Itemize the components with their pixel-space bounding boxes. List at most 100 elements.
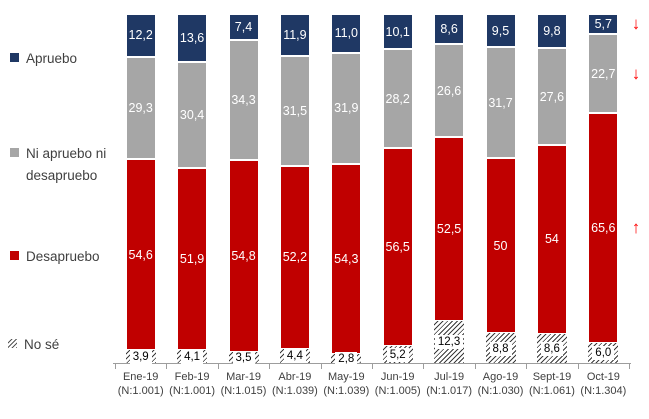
segment-value-label: 11,0	[334, 26, 358, 41]
segment-neutral: 31,5	[279, 55, 310, 166]
segment-desapruebo: 54	[536, 144, 567, 334]
legend-item-nose: No sé	[8, 334, 59, 356]
trend-arrow-desapruebo-up: ↑	[631, 218, 641, 238]
segment-neutral: 31,9	[331, 52, 362, 165]
x-axis-label-Jul-19: Jul-19 (N:1.017)	[423, 370, 474, 398]
x-axis-sample-size-label: (N:1.061)	[529, 385, 575, 397]
segment-value-label: 5,2	[386, 347, 409, 362]
x-axis-label-Abr-19: Abr-19 (N:1.039)	[269, 370, 320, 398]
x-axis-sample-size-label: (N:1.030)	[477, 385, 524, 397]
segment-value-label: 52,2	[282, 250, 308, 265]
segment-value-label: 31,7	[488, 95, 513, 110]
x-axis-label-Oct-19: Oct-19 (N:1.304)	[578, 370, 629, 398]
x-axis-tick	[372, 364, 373, 369]
legend-item-desapruebo: Desapruebo	[10, 246, 100, 268]
x-axis-category-label: Ago-19	[482, 371, 519, 383]
segment-apruebo: 9,5	[485, 14, 516, 48]
stacked-bar-Abr-19: 11,9 31,5 52,2 4,4	[279, 14, 310, 364]
segment-value-label: 26,6	[436, 83, 462, 98]
x-axis-label-Feb-19: Feb-19 (N:1.001)	[166, 370, 217, 398]
legend-label: No sé	[24, 337, 60, 352]
x-axis-sample-size-label: (N:1.304)	[580, 385, 627, 397]
segment-value-label: 34,3	[231, 92, 256, 107]
x-axis-label-Sept-19: Sept-19 (N:1.061)	[526, 370, 577, 398]
x-axis-category-label: Feb-19	[174, 371, 210, 383]
segment-neutral: 22,7	[588, 33, 619, 114]
x-axis-sample-size-label: (N:1.039)	[323, 385, 370, 397]
x-axis-label-May-19: May-19 (N:1.039)	[321, 370, 372, 398]
segment-neutral: 31,7	[485, 47, 516, 159]
stacked-bar-Ago-19: 9,5 31,7 50 8,8	[485, 14, 516, 364]
segment-nose: 8,8	[485, 333, 516, 364]
segment-value-label: 10,1	[385, 24, 410, 39]
segment-desapruebo: 50	[485, 158, 516, 334]
x-axis-tick	[115, 364, 116, 369]
segment-value-label: 2,8	[335, 352, 358, 367]
x-axis-tick	[526, 364, 528, 369]
segment-apruebo: 10,1	[382, 14, 413, 50]
segment-value-label: 54,8	[231, 248, 256, 263]
segment-value-label: 27,6	[539, 89, 565, 104]
x-axis-tick	[320, 364, 322, 369]
segment-apruebo: 12,2	[125, 14, 156, 57]
stacked-bar-Feb-19: 13,6 30,4 51,9 4,1	[177, 14, 208, 364]
segment-value-label: 52,5	[436, 222, 462, 237]
segment-neutral: 30,4	[177, 61, 208, 168]
segment-neutral: 29,3	[125, 56, 156, 160]
x-axis-category-label: Jul-19	[434, 371, 465, 383]
segment-desapruebo: 65,6	[588, 113, 619, 343]
segment-neutral: 34,3	[228, 39, 259, 160]
x-axis-tick	[577, 364, 579, 369]
segment-value-label: 8,6	[540, 341, 563, 356]
hatch-swatch-icon	[8, 339, 17, 348]
segment-neutral: 28,2	[382, 49, 413, 149]
stacked-bar-Ene-19: 12,2 29,3 54,6 3,9	[125, 14, 156, 365]
x-axis-sample-size-label: (N:1.039)	[271, 385, 318, 397]
legend-item-neutral: Ni apruebo ni desapruebo	[10, 143, 128, 187]
segment-value-label: 9,5	[491, 23, 510, 38]
segment-value-label: 31,9	[334, 101, 359, 116]
segment-value-label: 8,6	[440, 22, 458, 37]
x-axis-label-Ago-19: Ago-19 (N:1.030)	[475, 370, 526, 398]
segment-nose: 5,2	[382, 345, 413, 364]
segment-value-label: 28,2	[385, 91, 410, 106]
stacked-bar-Oct-19: 5,7 22,7 65,6 6,0	[588, 14, 619, 364]
segment-desapruebo: 51,9	[177, 167, 208, 350]
legend-item-apruebo: Apruebo	[10, 48, 77, 70]
segment-value-label: 5,7	[594, 16, 612, 31]
legend-label: Ni apruebo ni desapruebo	[26, 146, 107, 183]
x-axis-category-label: Ene-19	[122, 371, 159, 383]
segment-apruebo: 13,6	[177, 14, 208, 62]
x-axis-category-label: Sept-19	[532, 371, 572, 383]
segment-desapruebo: 54,6	[125, 159, 156, 351]
segment-value-label: 4,4	[283, 349, 306, 364]
x-axis-tick	[217, 364, 219, 369]
x-axis-tick	[629, 364, 630, 369]
segment-desapruebo: 52,2	[279, 165, 310, 349]
segment-value-label: 29,3	[128, 100, 153, 115]
trend-arrow-neutral-down: ↓	[631, 63, 641, 83]
segment-value-label: 9,8	[543, 24, 561, 39]
x-axis-label-Jun-19: Jun-19 (N:1.005)	[372, 370, 423, 398]
x-axis-labels: Ene-19 (N:1.001) Feb-19 (N:1.001) Mar-19 (N:1…	[115, 370, 629, 398]
segment-value-label: 3,9	[129, 350, 152, 365]
legend-label: Apruebo	[26, 51, 78, 66]
apruebo-swatch-icon	[10, 53, 19, 62]
segment-nose: 3,9	[125, 350, 156, 365]
stacked-bar-May-19: 11,0 31,9 54,3 2,8	[331, 14, 362, 367]
segment-nose: 4,4	[279, 348, 310, 364]
x-axis-sample-size-label: (N:1.017)	[426, 385, 473, 397]
segment-value-label: 6,0	[592, 346, 615, 361]
segment-neutral: 27,6	[536, 48, 567, 145]
x-axis-tick	[269, 364, 271, 369]
segment-value-label: 7,4	[234, 19, 253, 34]
segment-value-label: 3,5	[232, 350, 255, 365]
segment-nose: 8,6	[536, 333, 567, 364]
segment-apruebo: 9,8	[536, 14, 567, 49]
segment-value-label: 12,2	[128, 28, 153, 43]
x-axis-sample-size-label: (N:1.001)	[117, 385, 164, 397]
segment-value-label: 30,4	[179, 107, 205, 122]
trend-arrow-apruebo-down: ↓	[631, 13, 641, 33]
segment-apruebo: 8,6	[434, 14, 465, 45]
